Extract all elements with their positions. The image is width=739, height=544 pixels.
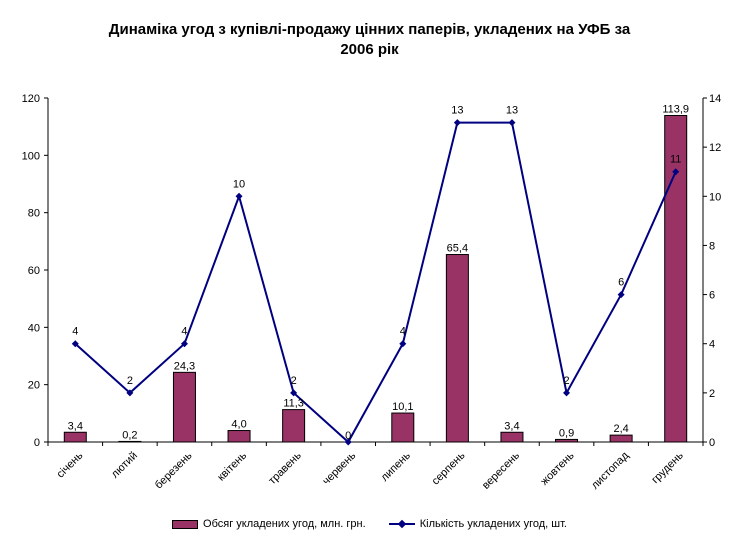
chart-title-line-2: 2006 рік <box>340 41 399 58</box>
bar-volume <box>118 440 142 443</box>
left-axis-tick-label: 80 <box>28 208 40 220</box>
chart-title: Динаміка угод з купівлі-продажу цінних п… <box>0 20 739 60</box>
x-axis-category-label: вересень <box>480 449 522 491</box>
bar-data-label: 0 <box>345 430 351 442</box>
chart-title-line-1: Динаміка угод з купівлі-продажу цінних п… <box>108 21 631 38</box>
line-point-count <box>126 389 134 397</box>
x-axis-category-label: квітень <box>215 449 249 483</box>
bar-data-label: 3,4 <box>68 420 83 432</box>
bar-data-label: 10,1 <box>392 401 413 413</box>
legend-item-volume: Обсяг укладених угод, млн. грн. <box>172 518 366 530</box>
line-data-label: 6 <box>618 277 624 289</box>
line-data-label: 4 <box>181 326 187 338</box>
line-point-count <box>617 291 625 299</box>
x-axis-category-label: грудень <box>649 449 686 486</box>
bar-data-label: 113,9 <box>662 103 689 115</box>
bar-data-label: 0,9 <box>559 427 574 439</box>
legend-label-count: Кількість укладених угод, шт. <box>419 518 567 531</box>
bar-volume <box>445 254 469 443</box>
legend-marker-line <box>388 519 415 529</box>
legend-item-count: Кількість укладених угод, шт. <box>388 518 567 531</box>
x-axis-category-label: лютий <box>109 450 140 481</box>
x-axis-category-label: червень <box>320 449 358 487</box>
left-axis-tick-label: 100 <box>22 150 40 162</box>
bar-volume <box>609 434 633 443</box>
bar-volume <box>282 409 306 443</box>
right-axis-tick-label: 6 <box>709 290 715 302</box>
line-data-label: 13 <box>506 105 518 117</box>
bar-data-label: 11,3 <box>283 398 304 410</box>
left-axis-tick-label: 40 <box>28 322 40 334</box>
line-point-count <box>563 389 571 397</box>
bar-data-label: 0,2 <box>122 429 137 441</box>
right-axis-tick-label: 12 <box>709 142 721 154</box>
right-axis-tick-label: 14 <box>709 93 721 105</box>
left-axis-tick-label: 120 <box>22 93 40 105</box>
left-axis-tick-label: 60 <box>28 265 40 277</box>
bar-volume <box>391 412 415 443</box>
legend-swatch-bar <box>172 519 199 529</box>
bar-data-label: 2,4 <box>613 423 628 435</box>
line-point-count <box>290 389 298 397</box>
x-axis-category-label: березень <box>153 449 195 491</box>
line-data-label: 2 <box>127 375 133 387</box>
bar-data-label: 65,4 <box>447 243 468 255</box>
right-axis-tick-label: 0 <box>709 437 715 449</box>
x-axis-category-label: серпень <box>430 449 468 487</box>
x-axis-category-label: липень <box>379 449 413 483</box>
line-point-count <box>672 168 680 176</box>
line-point-count <box>399 340 407 348</box>
right-axis-tick-label: 4 <box>709 339 715 351</box>
right-axis-tick-label: 2 <box>709 388 715 400</box>
line-data-label: 4 <box>400 326 406 338</box>
bar-volume <box>227 430 251 443</box>
line-point-count <box>508 119 516 127</box>
x-axis-category-label: січень <box>55 449 86 480</box>
bar-volume <box>172 371 196 443</box>
bar-volume <box>664 114 688 443</box>
line-data-label: 2 <box>291 375 297 387</box>
chart-legend: Обсяг укладених угод, млн. грн. Кількіст… <box>0 518 739 530</box>
bar-data-label: 3,4 <box>504 420 519 432</box>
bar-data-label: 24,3 <box>174 360 195 372</box>
x-axis-category-label: травень <box>266 449 304 487</box>
right-axis-tick-label: 10 <box>709 191 721 203</box>
bar-data-label: 4,0 <box>231 419 246 431</box>
line-data-label: 4 <box>72 326 78 338</box>
line-data-label: 10 <box>233 178 245 190</box>
line-data-label: 2 <box>563 375 569 387</box>
line-data-label: 13 <box>451 105 463 117</box>
line-point-count <box>344 438 352 446</box>
x-axis-category-label: жовтень <box>539 449 577 487</box>
left-axis-tick-label: 20 <box>28 380 40 392</box>
bar-volume <box>500 431 524 443</box>
line-point-count <box>71 340 79 348</box>
bar-volume <box>555 438 579 443</box>
line-point-count <box>235 192 243 200</box>
line-count-series <box>74 121 677 444</box>
legend-label-volume: Обсяг укладених угод, млн. грн. <box>203 518 366 531</box>
line-point-count <box>180 340 188 348</box>
left-axis-tick-label: 0 <box>34 437 40 449</box>
line-data-label: 11 <box>670 154 681 166</box>
x-axis-category-label: листопад <box>589 449 632 492</box>
bar-volume <box>63 431 87 443</box>
line-point-count <box>453 119 461 127</box>
right-axis-tick-label: 8 <box>709 240 715 252</box>
